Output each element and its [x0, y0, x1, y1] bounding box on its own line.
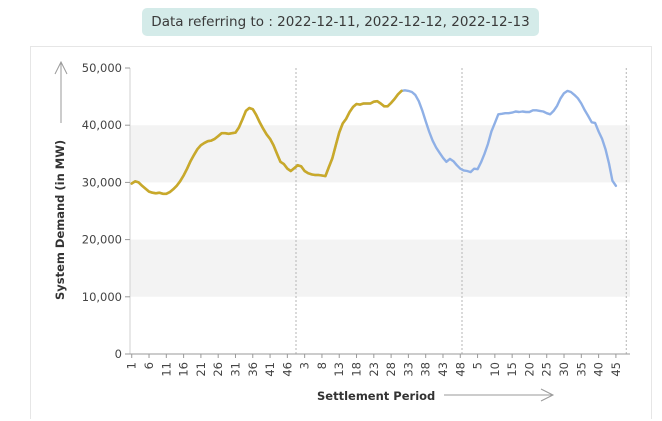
x-tick-label: 16 — [177, 362, 191, 377]
x-tick-label: 30 — [557, 362, 571, 377]
y-tick-label: 20,000 — [82, 233, 122, 247]
x-tick-label: 38 — [419, 362, 433, 377]
y-tick-label: 30,000 — [82, 175, 122, 189]
y-axis-label: System Demand (in MW) — [53, 140, 67, 300]
x-axis-label: Settlement Period — [317, 389, 435, 403]
x-tick-label: 35 — [574, 362, 588, 377]
x-tick-label: 31 — [228, 362, 242, 377]
x-tick-label: 45 — [609, 362, 623, 377]
axis-arrows — [54, 60, 555, 402]
x-tick-label: 23 — [367, 362, 381, 377]
x-axis-arrowhead — [540, 388, 555, 402]
x-tick-label: 28 — [384, 362, 398, 377]
x-tick-label: 26 — [211, 362, 225, 377]
chart-panel — [30, 46, 652, 419]
x-tick-label: 21 — [194, 362, 208, 377]
x-tick-label: 18 — [350, 362, 364, 377]
x-tick-label: 11 — [159, 362, 173, 377]
x-tick-label: 6 — [142, 362, 156, 369]
x-tick-label: 46 — [280, 362, 294, 377]
x-tick-label: 43 — [436, 362, 450, 377]
grid-band-1 — [130, 239, 630, 297]
x-tick-label: 10 — [488, 362, 502, 377]
x-tick-label: 36 — [246, 362, 260, 377]
x-tick-label: 1 — [125, 362, 139, 369]
y-tick-label: 0 — [115, 347, 122, 361]
x-tick-label: 25 — [540, 362, 554, 377]
x-tick-label: 13 — [332, 362, 346, 377]
x-tick-label: 33 — [401, 362, 415, 377]
x-tick-label: 3 — [298, 362, 312, 369]
data-range-banner: Data referring to : 2022-12-11, 2022-12-… — [142, 8, 539, 36]
x-tick-label: 5 — [471, 362, 485, 369]
grid-band-0 — [130, 125, 630, 183]
x-tick-label: 41 — [263, 362, 277, 377]
y-tick-label: 50,000 — [82, 61, 122, 75]
x-tick-label: 20 — [522, 362, 536, 377]
x-tick-label: 48 — [453, 362, 467, 377]
x-tick-label: 40 — [592, 362, 606, 377]
y-tick-label: 40,000 — [82, 118, 122, 132]
y-tick-label: 10,000 — [82, 290, 122, 304]
x-tick-label: 15 — [505, 362, 519, 377]
x-tick-label: 8 — [315, 362, 329, 369]
y-axis-arrowhead — [54, 60, 68, 75]
series-line-gold — [130, 89, 403, 196]
